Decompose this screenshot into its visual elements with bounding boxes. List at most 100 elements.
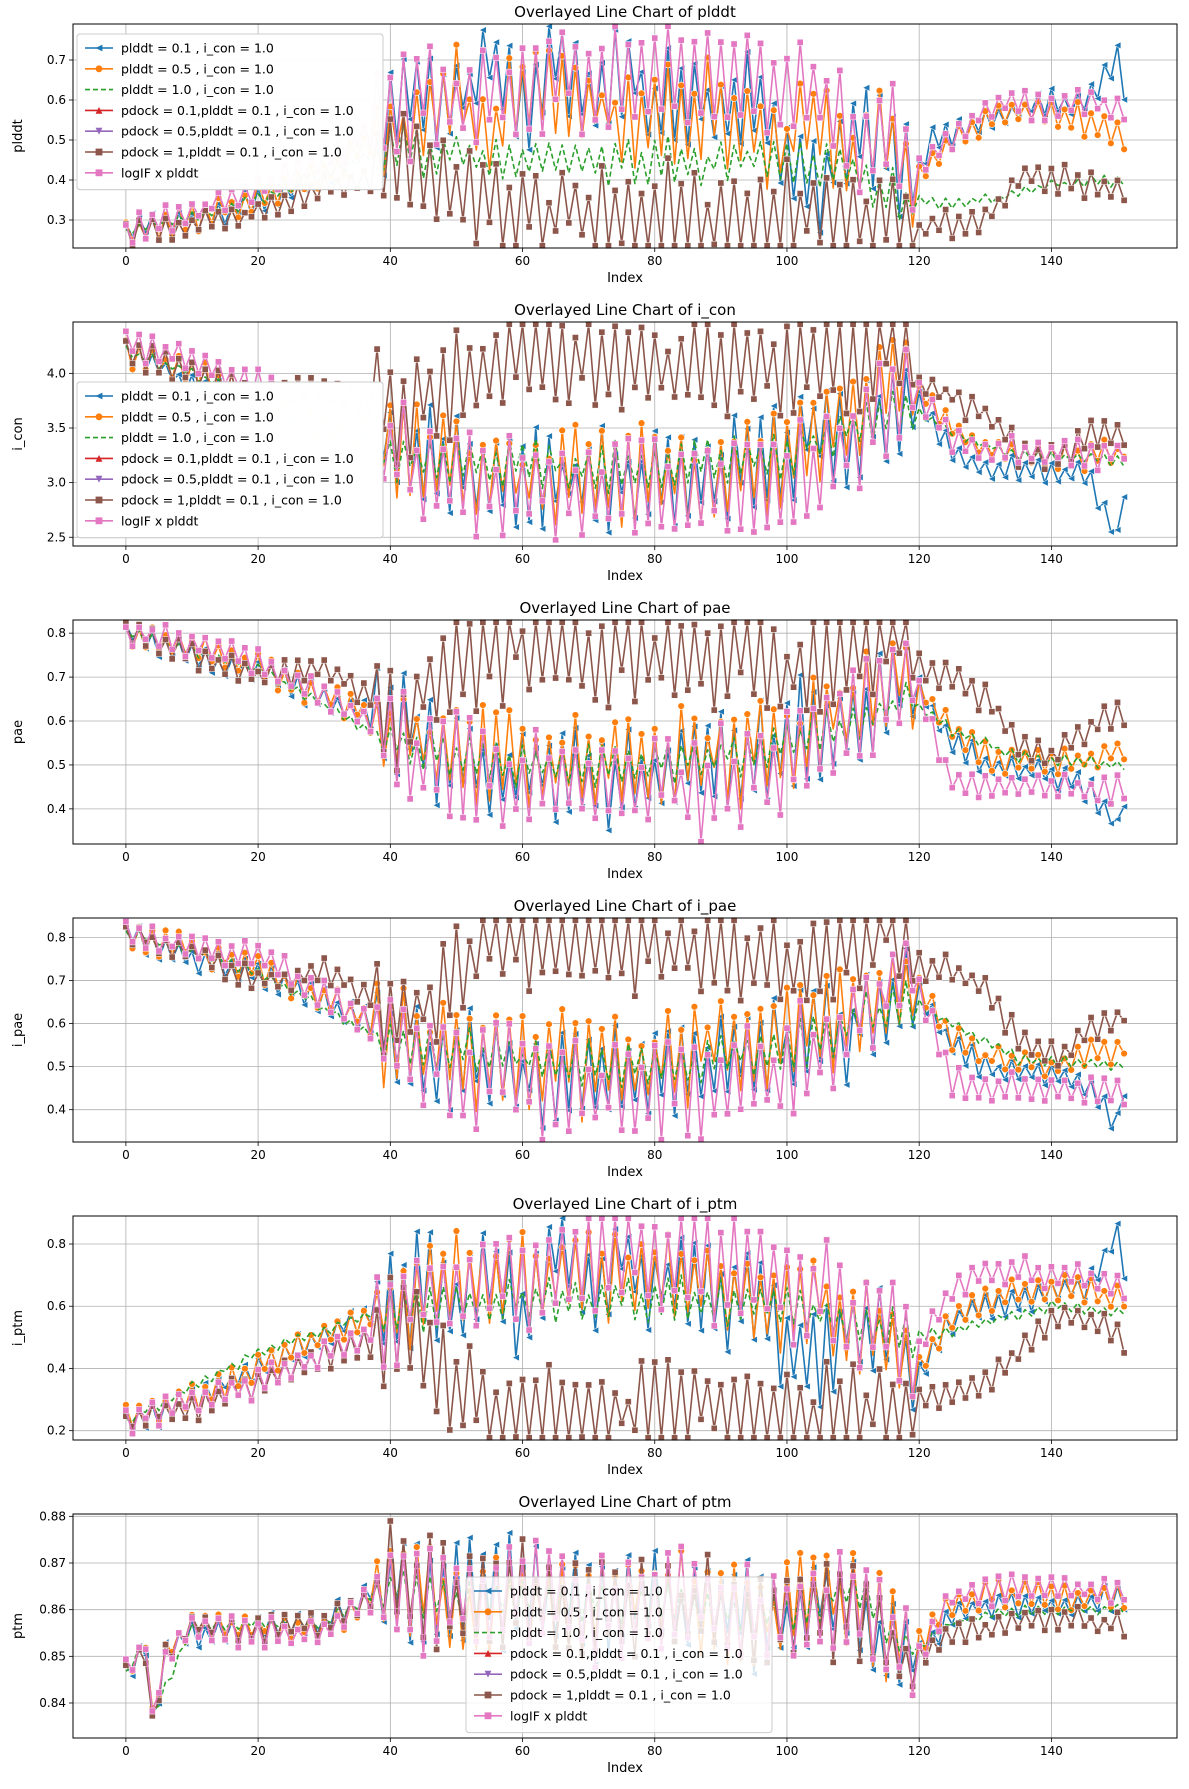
data-point (486, 1304, 493, 1312)
data-point (162, 935, 169, 942)
data-point (327, 677, 335, 684)
x-axis-label: Index (607, 1761, 643, 1776)
data-point (148, 332, 156, 340)
chart-title: Overlayed Line Chart of i_pae (514, 897, 737, 916)
data-point (690, 1003, 699, 1011)
x-tick-label: 60 (515, 1148, 530, 1162)
data-point (770, 744, 778, 752)
data-point (287, 980, 295, 988)
legend-label: pdock = 0.5,plddt = 0.1 , i_con = 1.0 (121, 472, 354, 487)
data-point (664, 348, 672, 355)
data-point (168, 953, 176, 961)
data-point (572, 182, 579, 189)
data-point (704, 1551, 711, 1558)
data-point (1061, 1043, 1068, 1050)
data-point (466, 1256, 473, 1264)
data-point (929, 143, 936, 151)
data-point (664, 1007, 672, 1015)
data-point (1114, 421, 1121, 429)
y-tick-label: 0.5 (47, 133, 66, 147)
data-point (777, 412, 784, 420)
data-point (1087, 749, 1095, 758)
data-point (631, 807, 639, 814)
data-point (968, 770, 976, 778)
plot-frame (72, 619, 1178, 845)
data-point (591, 1307, 599, 1315)
data-point (353, 718, 361, 726)
data-point (975, 1094, 983, 1102)
data-point (717, 997, 725, 1005)
data-point (254, 1614, 262, 1622)
data-point (724, 1301, 731, 1309)
data-point (975, 1277, 983, 1285)
data-point (1094, 1596, 1102, 1603)
data-point (638, 1357, 645, 1365)
data-point (466, 1565, 473, 1573)
data-point (644, 676, 652, 684)
data-point (492, 54, 500, 62)
data-point (1040, 479, 1049, 487)
data-point (274, 971, 282, 979)
data-point (677, 1368, 685, 1376)
data-point (777, 1304, 784, 1311)
data-point (849, 986, 857, 993)
data-point (598, 1072, 606, 1079)
data-point (1094, 1035, 1102, 1043)
data-point (856, 1364, 864, 1371)
data-point (334, 1600, 341, 1607)
data-point (439, 1322, 447, 1329)
data-point (459, 1615, 467, 1623)
data-point (981, 754, 989, 762)
data-point (935, 1028, 943, 1037)
data-point (777, 121, 784, 128)
data-point (565, 399, 573, 407)
data-point (902, 939, 910, 947)
data-point (558, 729, 566, 738)
data-point (605, 391, 612, 398)
data-point (644, 816, 652, 823)
data-point (512, 1433, 520, 1441)
data-point (499, 822, 507, 830)
data-point (380, 1363, 388, 1371)
data-point (598, 162, 606, 170)
data-point (168, 355, 176, 363)
plot-frame (72, 917, 1178, 1143)
x-tick-label: 60 (515, 1744, 530, 1758)
data-point (294, 656, 302, 664)
data-point (829, 1387, 837, 1396)
data-point (545, 1223, 553, 1231)
data-point (929, 1007, 936, 1015)
data-point (334, 1333, 341, 1340)
data-point (453, 922, 460, 930)
y-tick-label: 0.6 (47, 714, 66, 728)
data-point (320, 656, 328, 664)
data-point (882, 936, 890, 944)
data-point (928, 992, 937, 1000)
data-point (909, 242, 916, 250)
data-point (1014, 1045, 1022, 1053)
data-point (743, 190, 751, 197)
data-point (439, 940, 447, 948)
data-point (1001, 1281, 1009, 1288)
data-point (228, 942, 236, 950)
data-point (915, 221, 923, 229)
data-point (790, 776, 797, 783)
data-point (644, 1434, 652, 1442)
data-point (849, 666, 857, 674)
data-point (995, 995, 1002, 1002)
data-point (195, 647, 202, 654)
data-point (651, 182, 659, 190)
data-point (935, 1404, 943, 1412)
data-point (578, 130, 586, 138)
data-point (195, 212, 202, 220)
data-point (929, 957, 936, 965)
legend-marker (95, 148, 103, 156)
data-point (750, 1434, 758, 1442)
data-point (1114, 1579, 1121, 1587)
data-point (796, 1575, 804, 1583)
data-point (922, 172, 930, 180)
data-point (843, 1434, 850, 1442)
data-point (479, 161, 487, 169)
data-point (505, 320, 513, 328)
